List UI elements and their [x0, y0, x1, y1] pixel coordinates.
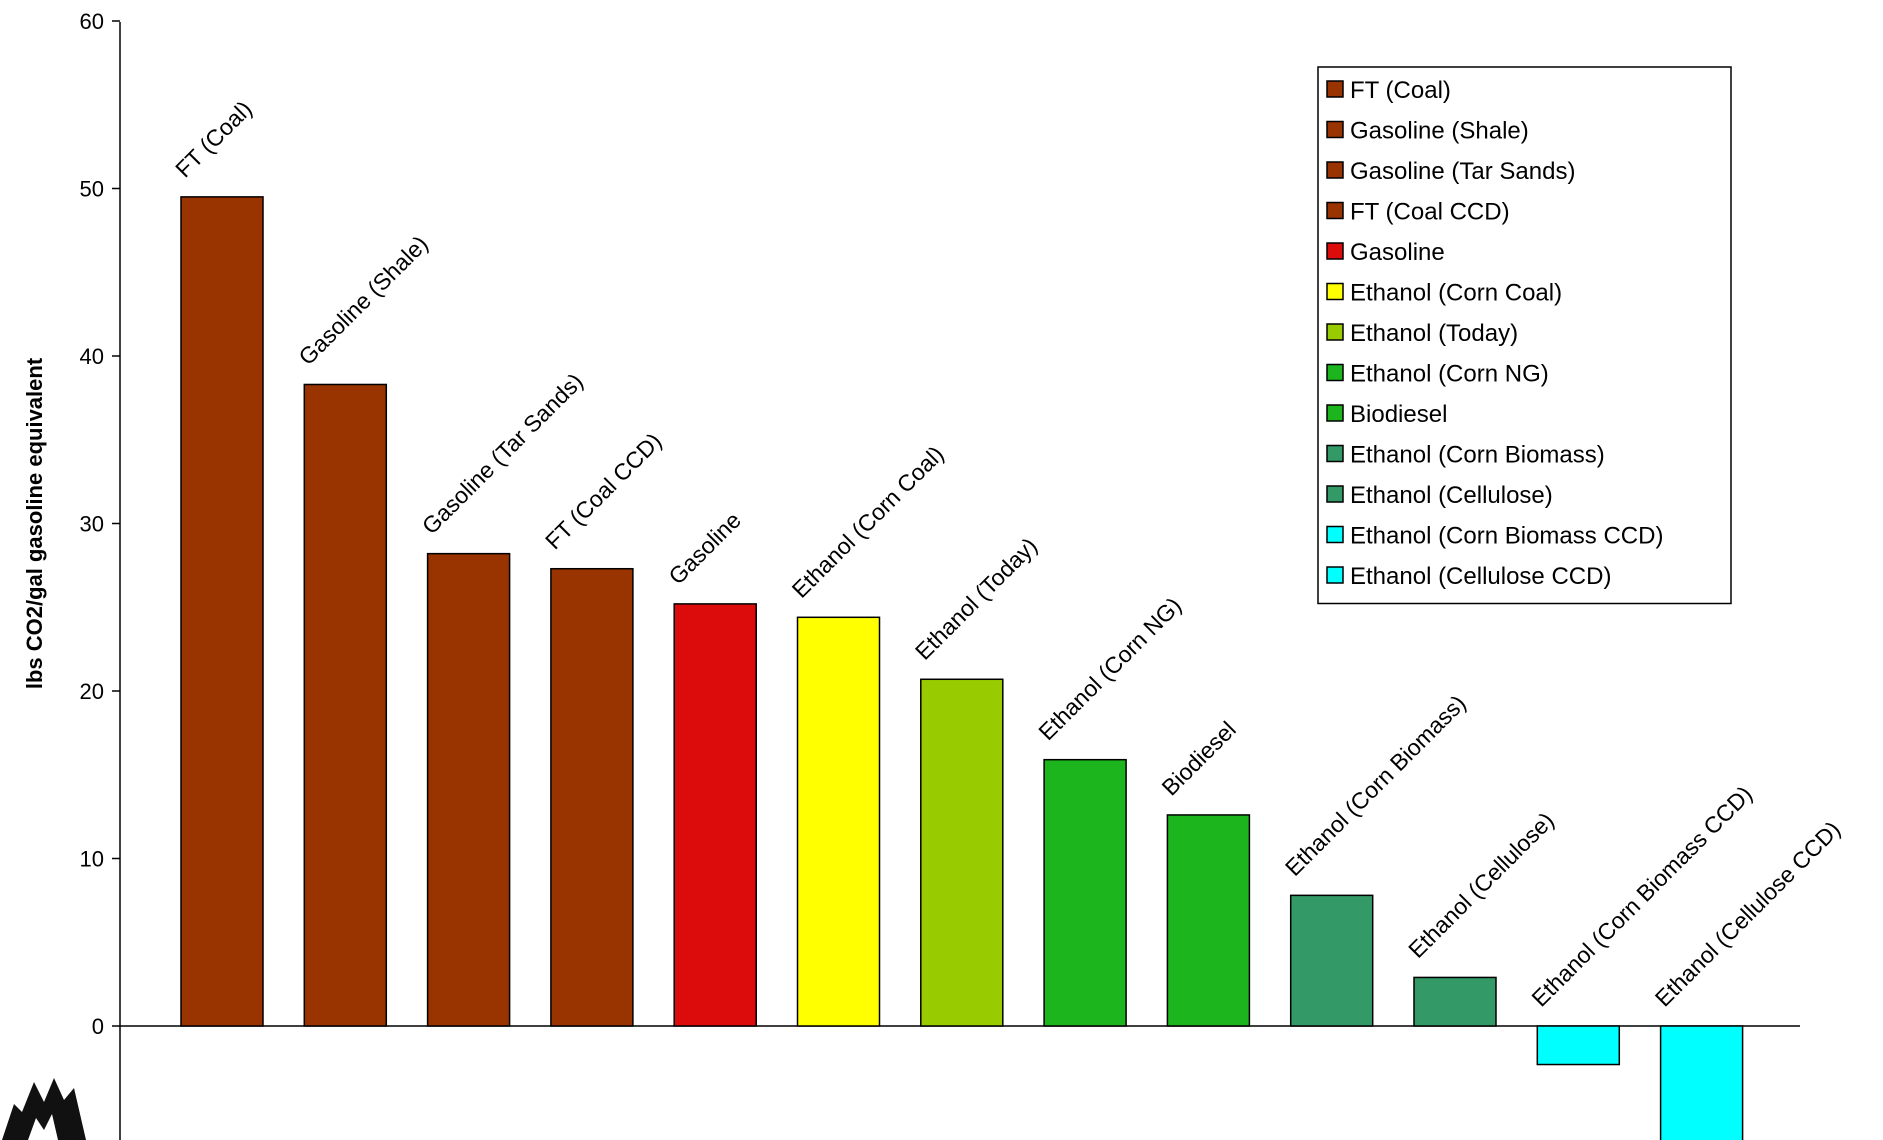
- bar: [180, 196, 264, 1027]
- legend-entry: Gasoline (Shale): [1350, 118, 1529, 145]
- legend-entry: Ethanol (Cellulose): [1350, 482, 1553, 509]
- legend-swatch: [1326, 242, 1344, 260]
- bar-label: Gasoline: [663, 507, 746, 590]
- legend-entry: Biodiesel: [1350, 401, 1447, 428]
- bar-label: Ethanol (Corn NG): [1033, 592, 1186, 745]
- legend-swatch: [1326, 404, 1344, 422]
- legend-swatch: [1326, 80, 1344, 98]
- bar-label: Ethanol (Today): [910, 533, 1042, 665]
- bar: [426, 552, 511, 1027]
- legend: FT (Coal) Gasoline (Shale) Gasoline (Tar S…: [1317, 66, 1732, 605]
- bar-label: Biodiesel: [1157, 716, 1241, 800]
- bar: [673, 603, 757, 1027]
- tree-silhouette-icon: [2, 1078, 86, 1140]
- legend-entry: Ethanol (Today): [1350, 320, 1518, 347]
- legend-entry: Ethanol (Corn Biomass): [1350, 442, 1605, 469]
- y-tick-label: 50: [80, 177, 104, 202]
- bar-label: FT (Coal): [170, 96, 257, 183]
- legend-swatch: [1326, 363, 1344, 382]
- legend-box: [1317, 66, 1732, 605]
- legend-entry: Gasoline (Tar Sands): [1350, 158, 1575, 185]
- bar: [1166, 814, 1251, 1027]
- y-tick-label: 30: [80, 512, 104, 537]
- y-axis-label: lbs CO2/gal gasoline equivalent: [22, 357, 47, 689]
- bar: [920, 678, 1004, 1027]
- bar: [303, 383, 388, 1027]
- bar-label: Gasoline (Shale): [293, 230, 433, 370]
- legend-entry: Ethanol (Corn Biomass CCD): [1350, 523, 1663, 550]
- y-tick-label: 10: [80, 847, 104, 872]
- bar: [550, 567, 634, 1027]
- y-tick-label: 20: [80, 679, 104, 704]
- y-tick-label: 0: [92, 1014, 104, 1039]
- bar-label: Ethanol (Corn Coal): [787, 441, 949, 603]
- bar-label: FT (Coal CCD): [540, 428, 667, 555]
- legend-entry: FT (Coal): [1350, 77, 1451, 104]
- bar-label: Ethanol (Corn Biomass): [1280, 690, 1471, 881]
- legend-entry: Ethanol (Corn NG): [1350, 361, 1549, 388]
- bar-label: Ethanol (Cellulose): [1403, 807, 1559, 963]
- bars: [180, 196, 1744, 1140]
- legend-swatch: [1326, 120, 1344, 139]
- legend-swatch: [1326, 485, 1344, 503]
- bar: [796, 616, 881, 1027]
- legend-swatch: [1326, 323, 1344, 341]
- legend-entry: FT (Coal CCD): [1350, 199, 1510, 226]
- legend-swatch: [1326, 161, 1344, 179]
- bar: [1536, 1025, 1621, 1066]
- legend-swatch: [1326, 566, 1344, 584]
- legend-entry: Ethanol (Corn Coal): [1350, 280, 1562, 307]
- bar: [1289, 894, 1374, 1027]
- legend-swatch: [1326, 201, 1344, 220]
- legend-swatch: [1326, 282, 1344, 301]
- bar-label: Ethanol (Corn Biomass CCD): [1526, 781, 1757, 1012]
- y-tick-label: 40: [80, 344, 104, 369]
- bar: [1659, 1025, 1744, 1140]
- y-axis: 0 10 20 30 40 50 60: [80, 9, 1800, 1140]
- bar: [1413, 976, 1497, 1027]
- legend-swatch: [1326, 525, 1344, 544]
- y-tick-label: 60: [80, 9, 104, 34]
- bar: [1043, 758, 1127, 1027]
- legend-entry: Gasoline: [1350, 239, 1445, 266]
- legend-swatch: [1326, 444, 1344, 463]
- legend-entry: Ethanol (Cellulose CCD): [1350, 563, 1611, 590]
